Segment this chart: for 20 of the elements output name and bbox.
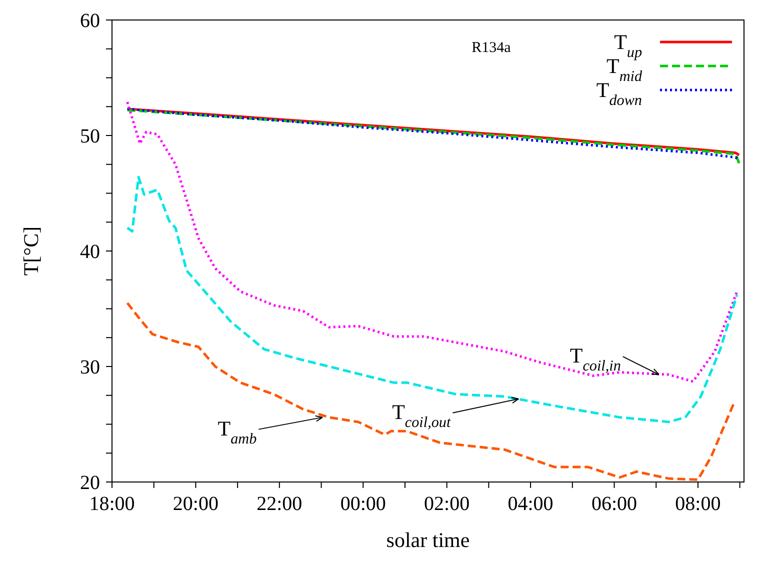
x-tick-label: 06:00: [591, 493, 638, 515]
y-tick-label: 60: [80, 10, 100, 32]
annotation: T$_{coil,out}$: [392, 400, 452, 431]
x-tick-label: 22:00: [256, 493, 302, 515]
x-tick-label: 20:00: [172, 493, 218, 515]
y-tick-label: 50: [80, 126, 100, 148]
annotation: R134a: [472, 40, 512, 56]
x-tick-label: 00:00: [340, 493, 386, 515]
x-tick-label: 08:00: [675, 493, 721, 515]
y-tick-label: 30: [80, 356, 100, 378]
annotation: T$_{amb}$: [218, 416, 258, 448]
y-axis-title: T[°C]: [19, 226, 43, 276]
annotation: T$_{coil,in}$: [570, 344, 621, 375]
x-tick-label: 18:00: [89, 493, 135, 515]
y-tick-label: 40: [80, 241, 100, 263]
x-tick-label: 04:00: [508, 493, 554, 515]
x-axis-title: solar time: [386, 528, 470, 552]
x-tick-label: 02:00: [424, 493, 470, 515]
y-tick-label: 20: [80, 472, 100, 494]
line-series: [126, 302, 736, 481]
